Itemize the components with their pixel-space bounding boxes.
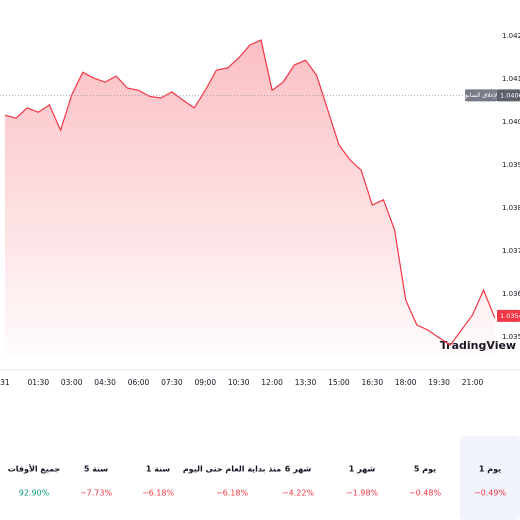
previous-close-label: 1.04062 xyxy=(500,91,520,99)
x-tick-label: 12:00 xyxy=(261,378,283,387)
period-change[interactable]: −6.18% xyxy=(216,489,249,498)
x-tick-label: 18:00 xyxy=(395,378,417,387)
period-change[interactable]: −6.18% xyxy=(142,489,175,498)
x-tick-label: 03:00 xyxy=(61,378,83,387)
y-tick-label: 1.03700 xyxy=(502,247,520,255)
current-price-bg xyxy=(497,309,520,322)
area xyxy=(4,40,495,355)
period-label[interactable]: 5 يوم xyxy=(414,465,436,474)
period-change[interactable]: −0.49% xyxy=(474,489,507,498)
period-change[interactable]: 92.90% xyxy=(19,489,50,498)
y-tick-label: 1.04200 xyxy=(502,32,520,40)
x-tick-label: 15:00 xyxy=(328,378,350,387)
previous-close-label-bg xyxy=(497,89,520,102)
period-change[interactable]: −1.98% xyxy=(346,489,379,498)
x-tick-label: 04:30 xyxy=(94,378,116,387)
x-tick-label: 06:00 xyxy=(128,378,150,387)
x-tick-label: 09:00 xyxy=(194,378,216,387)
current-price-label: 1.03549 xyxy=(500,312,520,320)
period-label[interactable]: 1 سنة xyxy=(146,465,170,474)
period-label[interactable]: منذ بداية العام حتى اليوم xyxy=(183,465,281,474)
price-line xyxy=(4,39,496,346)
period-label[interactable]: 5 سنة xyxy=(84,465,108,474)
period-label[interactable]: جميع الأوقات xyxy=(8,464,61,474)
previous-close-name-bg xyxy=(465,89,497,102)
y-tick-label: 1.03900 xyxy=(502,161,520,169)
y-tick-label: 1.03600 xyxy=(502,290,520,298)
previous-close-name: الإغلاق السابق xyxy=(463,92,499,99)
x-tick-label: 31 xyxy=(0,378,10,387)
period-label[interactable]: 1 شهر xyxy=(349,465,376,474)
period-change[interactable]: −7.73% xyxy=(80,489,113,498)
x-tick-label: 16:30 xyxy=(361,378,383,387)
selected-tab-bg xyxy=(460,436,520,520)
x-tick-label: 10:30 xyxy=(228,378,250,387)
y-tick-label: 1.04000 xyxy=(502,118,520,126)
x-tick-label: 01:30 xyxy=(27,378,49,387)
period-change[interactable]: −4.22% xyxy=(282,489,315,498)
period-label[interactable]: 6 شهر xyxy=(285,465,312,474)
y-tick-label: 1.03500 xyxy=(502,333,520,341)
period-change[interactable]: −0.48% xyxy=(409,489,442,498)
period-label[interactable]: 1 يوم xyxy=(479,465,501,474)
x-tick-label: 19:30 xyxy=(428,378,450,387)
x-tick-label: 21:00 xyxy=(462,378,484,387)
x-tick-label: 07:30 xyxy=(161,378,183,387)
y-tick-label: 1.03800 xyxy=(502,204,520,212)
x-tick-label: 13:30 xyxy=(295,378,317,387)
y-tick-label: 1.04100 xyxy=(502,75,520,83)
